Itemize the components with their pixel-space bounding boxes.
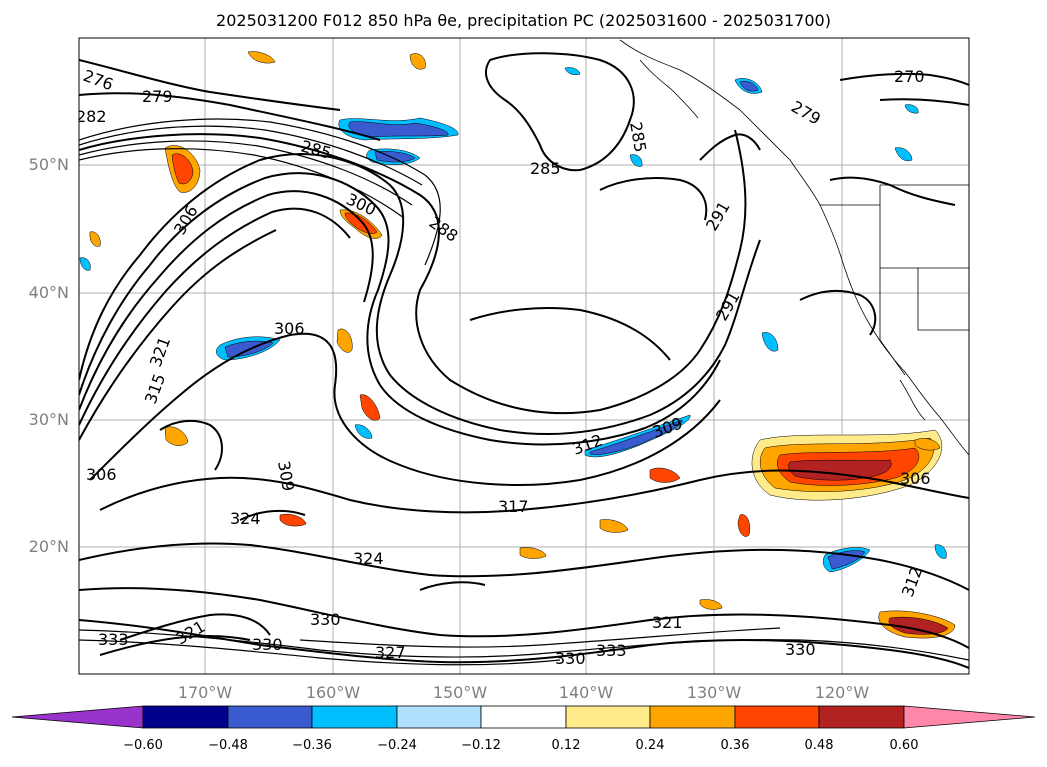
contour-labels: 276 279 282 285 285 285 288 291 291 270 … — [76, 66, 931, 668]
colorbar-tick-label: 0.36 — [720, 738, 750, 753]
contour-label: 312 — [898, 564, 926, 599]
map-area: 276 279 282 285 285 285 288 291 291 270 … — [76, 38, 969, 674]
colorbar-tick-label: −0.24 — [377, 738, 417, 753]
colorbar-tick-label: −0.36 — [292, 738, 332, 753]
contour-label: 291 — [702, 198, 734, 234]
contour-label: 324 — [230, 509, 261, 528]
map-border — [78, 37, 970, 675]
contour-label: 306 — [86, 465, 117, 484]
contour-label: 276 — [81, 66, 116, 94]
lon-label: 150°W — [432, 683, 488, 702]
lon-label: 170°W — [177, 683, 233, 702]
contour-label: 333 — [596, 641, 627, 660]
contour-label: 309 — [274, 459, 298, 492]
colorbar-tick-label: 0.60 — [889, 738, 919, 753]
lon-label: 130°W — [686, 683, 742, 702]
colorbar-segment — [734, 705, 820, 729]
theta-e-contours — [79, 52, 969, 669]
contour-label: 285 — [626, 120, 650, 153]
contour-label: 279 — [788, 97, 824, 129]
contour-label: 285 — [299, 137, 333, 163]
lat-label: 20°N — [28, 537, 69, 556]
contour-label: 330 — [785, 640, 816, 659]
contour-label: 288 — [426, 213, 462, 246]
colorbar-segment — [227, 705, 313, 729]
lon-label: 120°W — [814, 683, 870, 702]
lat-label: 30°N — [28, 410, 69, 429]
colorbar-tick-label: −0.48 — [208, 738, 248, 753]
contour-label: 306 — [900, 469, 931, 488]
contour-label: 324 — [353, 549, 384, 568]
contour-label: 321 — [652, 613, 683, 632]
contour-label: 270 — [894, 67, 925, 86]
colorbar-segment — [142, 705, 229, 729]
contour-label: 306 — [170, 202, 202, 238]
contour-label: 330 — [310, 610, 341, 629]
coastline — [619, 39, 969, 456]
contour-label: 321 — [146, 334, 174, 369]
contour-label: 333 — [98, 630, 129, 649]
contour-label: 306 — [274, 319, 305, 338]
colorbar-tick-label: −0.60 — [123, 738, 163, 753]
lon-label: 160°W — [305, 683, 361, 702]
colorbar-tick-label: −0.12 — [461, 738, 501, 753]
contour-label: 317 — [498, 497, 529, 516]
colorbar-extend-low — [11, 705, 144, 729]
contour-label: 279 — [142, 87, 173, 106]
contour-label: 315 — [141, 371, 169, 406]
colorbar-segment — [649, 705, 736, 729]
precipitation-positive — [89, 51, 956, 639]
colorbar-tick-label: 0.12 — [551, 738, 581, 753]
colorbar-tick-label: 0.24 — [635, 738, 665, 753]
map-title: 2025031200 F012 850 hPa θe, precipitatio… — [216, 11, 831, 30]
colorbar-segment — [565, 705, 651, 729]
colorbar-segment — [818, 705, 905, 729]
lat-label: 40°N — [28, 283, 69, 302]
colorbar — [11, 705, 1036, 729]
colorbar-tick-label: 0.48 — [804, 738, 834, 753]
contour-label: 282 — [76, 107, 107, 126]
contour-label: 285 — [530, 159, 561, 178]
contour-label: 330 — [252, 635, 283, 654]
lat-label: 50°N — [28, 155, 69, 174]
colorbar-segment — [480, 705, 567, 729]
contour-label: 327 — [375, 643, 406, 662]
theta-e-contours-thin — [79, 118, 969, 666]
contour-label: 330 — [555, 649, 586, 668]
colorbar-extend-high — [903, 705, 1036, 729]
lon-label: 140°W — [558, 683, 614, 702]
colorbar-segment — [396, 705, 482, 729]
colorbar-segment — [311, 705, 398, 729]
precipitation-negative — [79, 67, 947, 573]
